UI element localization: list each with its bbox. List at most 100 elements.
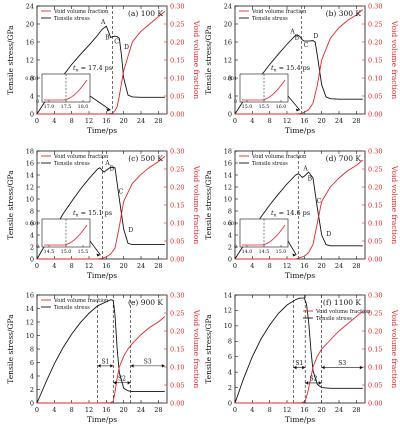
y-left-tick-label: 0 [30,399,34,407]
y-right-tick-label: 0.20 [368,38,382,46]
point-label: D [313,33,318,40]
y-left-tick-label: 8 [228,74,232,82]
x-tick-label: 4 [52,406,56,414]
y-left-tick-label: 6 [30,359,34,367]
y-left-tick-label: 2 [228,384,232,392]
inset-tick-label: 15.5 [78,249,89,255]
y-right-tick-label: 0.05 [368,237,382,245]
y-left-tick-label: 0 [228,110,232,118]
inset-arrow [287,240,297,256]
void-volume-fraction-line [235,9,364,115]
stage-arrowhead [113,380,117,385]
x-tick-label: 8 [70,406,74,414]
x-tick-label: 12 [85,117,93,125]
y-left-tick-label: 16 [26,38,34,46]
inset-arrowhead [292,253,297,257]
void-volume-fraction-line [37,316,166,404]
y-right-tick-label: 0.00 [170,255,184,263]
panel-label: (a) 100 K [128,9,163,18]
stage-arrowhead [110,364,114,368]
y-right-tick-label: 0.10 [170,363,184,371]
x-axis-label: Time/ps [87,126,117,135]
inset-void-line [242,224,286,246]
y-left-tick-label: 14 [224,171,232,179]
stage-arrowhead [305,381,309,385]
x-tick-label: 28 [154,406,162,414]
inset-y-label: 0.001 [25,221,39,227]
x-tick-label: 4 [250,262,254,270]
x-tick-label: 0 [233,406,237,414]
y-left-tick-label: 10 [224,195,232,203]
inset-tick-label: 14.5 [259,249,270,255]
point-label: D [128,227,133,234]
point-label: C [304,42,309,49]
y-right-tick-label: 0.00 [170,399,184,407]
nucleation-time-subscript: n [274,214,277,219]
y-left-tick-label: 12 [26,56,34,64]
point-label: B [308,175,313,182]
y-left-tick-label: 6 [228,219,232,227]
x-tick-label: 28 [154,262,162,270]
stage-arrowhead [321,365,325,370]
point-label: B [105,34,110,41]
x-tick-label: 28 [352,262,360,270]
x-axis-label: Time/ps [87,415,117,424]
x-tick-label: 24 [335,262,343,270]
stage-arrowhead [130,364,134,368]
y-left-tick-label: 8 [228,207,232,215]
y-right-tick-label: 0.15 [170,56,184,64]
y-left-tick-label: 10 [26,332,34,340]
legend-label: Void volume fraction [53,154,109,160]
nucleation-time-value: = 14.6 ps [277,209,311,217]
y-left-tick-label: 24 [26,2,34,10]
point-label: A [289,29,295,36]
stage-label: S1 [101,358,109,365]
x-tick-label: 24 [137,262,145,270]
y-right-tick-label: 0.25 [368,165,382,173]
void-volume-fraction-line [37,11,166,115]
y-left-tick-label: 24 [224,2,232,10]
y-right-axis-label: Void volume fraction [390,165,399,245]
inset-tick-label: 18.0 [78,104,89,110]
y-right-tick-label: 0.00 [368,255,382,263]
x-tick-label: 12 [85,406,93,414]
inset-void-line [44,79,88,101]
nucleation-time-value: = 15.1 ps [79,209,113,217]
legend-label: Void volume fraction [53,298,109,304]
y-left-tick-label: 16 [224,38,232,46]
x-tick-label: 28 [352,406,360,414]
x-tick-label: 24 [335,117,343,125]
x-tick-label: 16 [102,406,110,414]
x-tick-label: 16 [300,117,308,125]
y-left-tick-label: 2 [30,243,34,251]
nucleation-time-label: tn = 15.4 ps [271,64,310,74]
y-right-tick-label: 0.30 [368,2,382,10]
y-right-tick-label: 0.25 [368,309,382,317]
legend-label: Tensile stress [54,161,90,167]
x-axis-label: Time/ps [285,126,315,135]
inset-y-label: 0.001 [223,76,237,82]
inset-arrow [287,95,301,111]
y-right-tick-label: 0.05 [170,237,184,245]
y-left-tick-label: 12 [26,183,34,191]
legend-label: Tensile stress [252,161,288,167]
x-tick-label: 12 [283,117,291,125]
panel-label: (d) 700 K [326,154,362,163]
stage-label: S3 [144,358,152,365]
y-left-tick-label: 16 [224,159,232,167]
stage-label: S2 [118,375,126,382]
nucleation-time-value: = 17.4 ps [79,64,113,72]
x-tick-label: 16 [300,262,308,270]
nucleation-time-subscript: n [76,69,79,74]
nucleation-time-subscript: n [274,69,277,74]
y-right-tick-label: 0.05 [170,381,184,389]
point-label: A [302,165,308,172]
x-tick-label: 16 [102,262,110,270]
y-right-tick-label: 0.30 [170,147,184,155]
y-left-tick-label: 20 [224,20,232,28]
nucleation-time-symbol: t [73,64,76,72]
inset-tick-label: 0 [234,99,237,105]
chart-panel: 0 4 8 12 16 20 24 28Time/ps0246810121416Tensile… [6,291,201,424]
tensile-stress-line [234,34,363,115]
y-right-tick-label: 0.15 [368,56,382,64]
